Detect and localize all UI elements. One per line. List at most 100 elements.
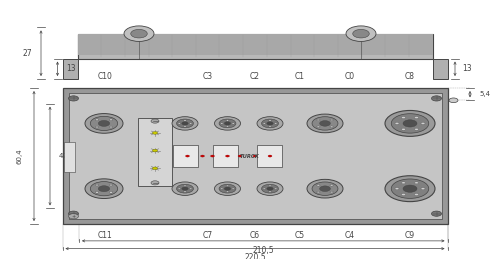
Circle shape xyxy=(96,126,98,128)
Circle shape xyxy=(131,29,147,38)
Circle shape xyxy=(224,122,231,125)
Text: C3: C3 xyxy=(202,72,212,81)
Circle shape xyxy=(385,110,435,136)
Circle shape xyxy=(110,126,112,128)
Circle shape xyxy=(124,26,154,41)
Circle shape xyxy=(226,185,229,186)
Circle shape xyxy=(449,98,458,103)
Bar xyxy=(68,93,442,219)
Circle shape xyxy=(176,119,194,128)
Bar xyxy=(78,34,432,55)
Text: C7: C7 xyxy=(202,231,212,240)
Bar xyxy=(62,88,448,224)
Circle shape xyxy=(96,184,98,186)
Circle shape xyxy=(219,184,236,193)
Text: C1: C1 xyxy=(295,72,305,81)
Circle shape xyxy=(85,179,123,199)
Bar xyxy=(138,118,172,186)
Circle shape xyxy=(172,182,198,195)
Circle shape xyxy=(268,120,272,121)
Circle shape xyxy=(110,119,112,121)
Circle shape xyxy=(152,149,158,152)
Circle shape xyxy=(353,29,369,38)
Circle shape xyxy=(262,119,278,128)
Text: 13: 13 xyxy=(66,64,76,73)
Circle shape xyxy=(403,185,417,192)
Circle shape xyxy=(238,155,242,157)
Circle shape xyxy=(312,117,338,130)
Text: 210,5: 210,5 xyxy=(252,246,274,255)
Circle shape xyxy=(257,182,283,195)
Circle shape xyxy=(402,182,406,184)
Circle shape xyxy=(402,193,406,196)
Circle shape xyxy=(432,96,442,101)
Circle shape xyxy=(152,167,158,170)
Text: C4: C4 xyxy=(345,231,355,240)
Circle shape xyxy=(220,123,223,124)
Circle shape xyxy=(226,120,229,121)
Circle shape xyxy=(151,181,159,185)
Text: TURCK: TURCK xyxy=(240,154,260,159)
Circle shape xyxy=(262,184,278,193)
Circle shape xyxy=(312,182,338,195)
Circle shape xyxy=(320,121,330,126)
Circle shape xyxy=(190,123,192,124)
Text: C5: C5 xyxy=(295,231,305,240)
Circle shape xyxy=(307,179,343,198)
Circle shape xyxy=(90,116,118,131)
Circle shape xyxy=(330,119,333,121)
Circle shape xyxy=(68,96,78,101)
Text: C11: C11 xyxy=(98,231,112,240)
Circle shape xyxy=(263,188,266,189)
Circle shape xyxy=(232,188,234,189)
Circle shape xyxy=(268,155,272,157)
Text: C8: C8 xyxy=(405,72,415,81)
Circle shape xyxy=(395,188,399,190)
Circle shape xyxy=(182,122,188,125)
Bar xyxy=(62,59,78,79)
Circle shape xyxy=(190,188,192,189)
Text: 220,5: 220,5 xyxy=(244,253,266,259)
Bar xyxy=(256,145,281,167)
Circle shape xyxy=(317,191,320,193)
Circle shape xyxy=(98,120,110,126)
Circle shape xyxy=(395,122,399,124)
Circle shape xyxy=(152,132,158,134)
Circle shape xyxy=(226,155,230,157)
Circle shape xyxy=(263,123,266,124)
Circle shape xyxy=(268,185,272,186)
Circle shape xyxy=(307,114,343,133)
Circle shape xyxy=(184,126,186,127)
Text: C6: C6 xyxy=(250,231,260,240)
Circle shape xyxy=(184,185,186,186)
Circle shape xyxy=(330,184,333,186)
Bar xyxy=(64,142,74,172)
Circle shape xyxy=(96,119,98,121)
Circle shape xyxy=(186,155,190,157)
Circle shape xyxy=(110,191,112,193)
Circle shape xyxy=(182,187,188,190)
Circle shape xyxy=(385,176,435,202)
Circle shape xyxy=(224,187,231,190)
Text: C10: C10 xyxy=(98,72,112,81)
Circle shape xyxy=(200,155,204,157)
Circle shape xyxy=(414,193,418,196)
Text: 42: 42 xyxy=(59,153,68,159)
Bar xyxy=(432,59,448,79)
Circle shape xyxy=(267,122,273,125)
Circle shape xyxy=(214,117,240,130)
Circle shape xyxy=(414,182,418,184)
Text: 60,4: 60,4 xyxy=(16,148,22,164)
Circle shape xyxy=(110,184,112,186)
Circle shape xyxy=(403,120,417,127)
Circle shape xyxy=(232,123,234,124)
Circle shape xyxy=(68,211,78,216)
Bar xyxy=(78,34,432,59)
Circle shape xyxy=(330,191,333,193)
Circle shape xyxy=(268,191,272,192)
Text: 27: 27 xyxy=(22,49,32,58)
Circle shape xyxy=(96,191,98,193)
Circle shape xyxy=(214,182,240,195)
Circle shape xyxy=(178,188,180,189)
Circle shape xyxy=(317,119,320,121)
